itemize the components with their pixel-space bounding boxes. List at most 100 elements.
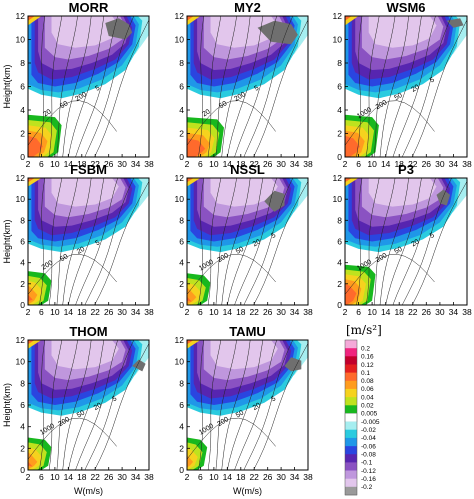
y-tick-label: 8: [20, 378, 25, 388]
contour-labels: 20 50 200 5: [42, 85, 101, 119]
contour-line: [187, 100, 276, 146]
contour-label: 5: [429, 232, 436, 240]
contour-label: 200: [233, 91, 247, 103]
x-ticks: 2 6 10 14 18 22 26 30 34 38: [185, 467, 313, 482]
panel-contours: [28, 178, 149, 305]
y-tick-label: 8: [179, 378, 184, 388]
y-tick-label: 8: [179, 215, 184, 225]
contour-label: 50: [218, 100, 228, 110]
y-tick-label: 6: [179, 82, 184, 92]
y-tick-label: 8: [20, 215, 25, 225]
x-tick-label: 18: [236, 159, 246, 169]
colorbar-swatch: [345, 397, 357, 406]
colorbar-label: -0.005: [361, 419, 380, 426]
x-tick-label: 22: [249, 472, 259, 482]
y-tick-label: 10: [333, 194, 343, 204]
panel-field: [187, 178, 308, 305]
contour-line: [373, 178, 396, 305]
colorbar-label: -0.16: [361, 476, 376, 483]
field-layer: [368, 178, 437, 207]
x-ticks: 2 6 10 14 18 22 26 30 34 38: [26, 302, 154, 317]
x-tick-label: 38: [462, 159, 472, 169]
x-tick-label: 14: [223, 159, 233, 169]
panel-contours: [345, 16, 467, 157]
contour-line: [243, 178, 294, 305]
x-tick-label: 2: [185, 472, 190, 482]
contour-label: 5: [94, 85, 101, 93]
contour-line: [379, 178, 409, 305]
contour-line: [56, 16, 78, 157]
x-tick-label: 26: [104, 307, 114, 317]
contour-label: 20: [410, 84, 420, 94]
colorbar-label: 0.06: [361, 386, 374, 393]
contour-line: [253, 19, 308, 157]
contour-line: [94, 342, 149, 470]
contour-line: [227, 178, 264, 305]
x-ticks: 2 6 10 14 18 22 26 30 34 38: [26, 154, 154, 169]
field-layer: [210, 178, 278, 207]
field-low-patch: [28, 135, 43, 157]
contour-line: [365, 178, 380, 305]
panel-contours: [28, 340, 149, 470]
panel-title: FSBM: [70, 162, 107, 177]
field-layer: [187, 16, 194, 21]
x-tick-label: 38: [303, 307, 313, 317]
x-tick-label: 34: [290, 472, 300, 482]
x-tick-label: 22: [90, 472, 100, 482]
colorbar-swatch: [345, 421, 357, 431]
contour-line: [94, 19, 149, 157]
x-tick-label: 30: [276, 159, 286, 169]
field-layer: [210, 16, 278, 48]
x-ticks: 2 6 10 14 18 22 26 30 34 38: [185, 302, 313, 317]
contour-line: [243, 340, 294, 470]
field-layer: [345, 178, 352, 183]
contour-line: [68, 16, 105, 157]
contour-line: [28, 100, 117, 146]
field-layer: [345, 16, 352, 21]
y-ticks: 0 2 4 6 8 10 12: [175, 173, 190, 310]
colorbar-swatch: [345, 486, 357, 496]
panel-field: [345, 16, 467, 157]
colorbar-swatch: [345, 380, 357, 390]
contour-line: [345, 254, 435, 295]
contour-line: [345, 100, 435, 146]
colorbar-label: 0.2: [361, 346, 370, 353]
x-tick-label: 34: [290, 307, 300, 317]
x-tick-label: 6: [198, 472, 203, 482]
contour-line: [84, 178, 135, 305]
x-tick-label: 14: [223, 472, 233, 482]
field-layer: [28, 340, 42, 349]
y-tick-label: 0: [179, 152, 184, 162]
colorbar-swatch: [344, 413, 358, 423]
x-tick-label: 30: [117, 472, 127, 482]
x-tick-label: 10: [50, 472, 60, 482]
y-axis-label-row2: Height(km): [2, 219, 12, 263]
colorbar-label: 0.12: [361, 362, 374, 369]
contour-label: 200: [41, 260, 55, 272]
x-tick-label: 34: [290, 159, 300, 169]
x-tick-label: 30: [276, 307, 286, 317]
panel-field: [28, 340, 149, 470]
y-tick-label: 10: [16, 194, 26, 204]
contour-line: [392, 16, 436, 157]
x-tick-label: 38: [144, 159, 154, 169]
x-tick-label: 6: [356, 159, 361, 169]
x-ticks: 2 6 10 14 18 22 26 30 34 38: [343, 154, 472, 169]
y-tick-label: 0: [337, 300, 342, 310]
contour-line: [215, 16, 237, 157]
x-tick-label: 18: [77, 159, 87, 169]
colorbar-label: -0.08: [361, 452, 376, 459]
colorbar-swatch: [345, 454, 357, 463]
x-tick-label: 22: [249, 307, 259, 317]
contour-labels: 200 50 20 5: [41, 239, 102, 271]
y-tick-label: 10: [16, 357, 26, 367]
colorbar-label: 0.02: [361, 403, 374, 410]
contour-line: [48, 178, 63, 305]
x-tick-label: 30: [276, 472, 286, 482]
y-tick-label: 6: [20, 82, 25, 92]
panel-field: [187, 16, 308, 157]
x-tick-label: 18: [394, 307, 404, 317]
